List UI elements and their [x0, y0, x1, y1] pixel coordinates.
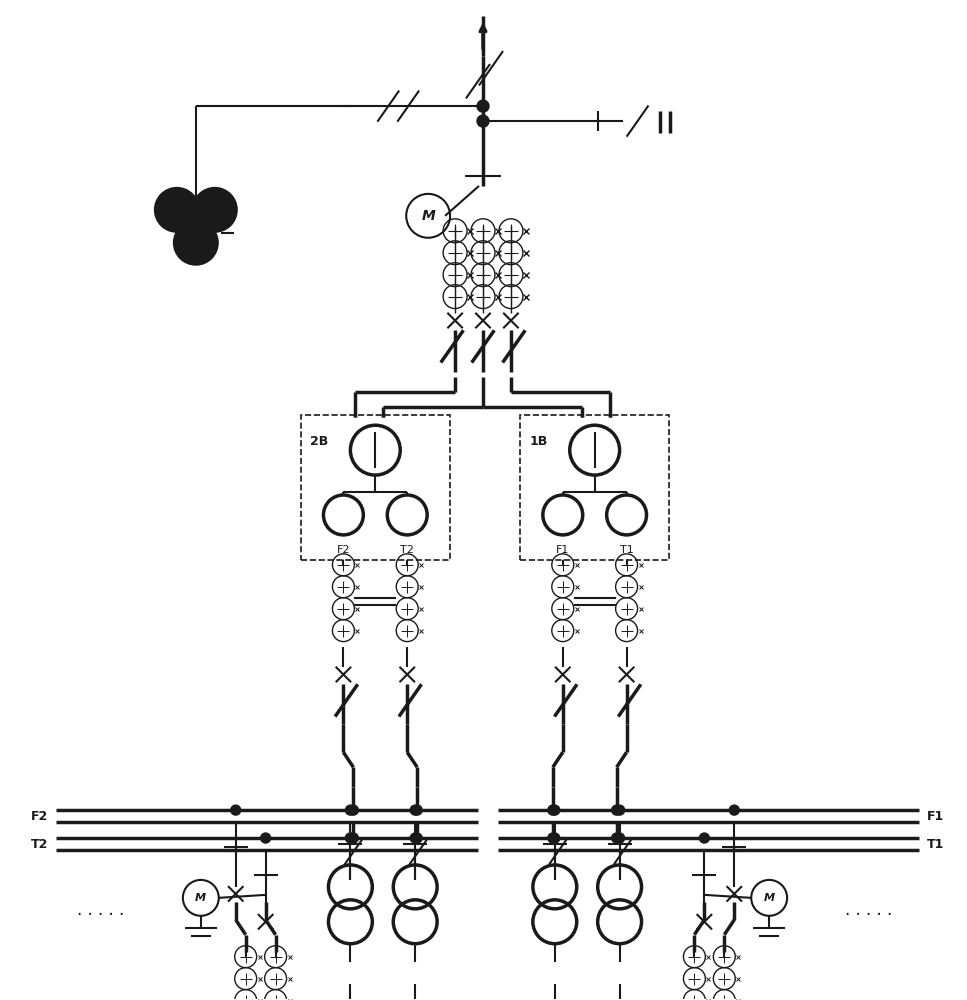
Text: F2: F2: [337, 545, 350, 555]
Circle shape: [261, 833, 271, 843]
Bar: [520, 415, 669, 560]
Circle shape: [699, 833, 710, 843]
Circle shape: [612, 805, 622, 815]
Circle shape: [612, 833, 622, 843]
Text: Y: Y: [174, 205, 179, 214]
Circle shape: [550, 833, 560, 843]
Text: M: M: [422, 209, 435, 223]
Text: F1: F1: [926, 810, 944, 823]
Text: 2B: 2B: [310, 435, 329, 448]
Text: · · · · ·: · · · · ·: [845, 906, 893, 924]
Text: M: M: [764, 893, 775, 903]
Circle shape: [410, 805, 421, 815]
Circle shape: [410, 833, 421, 843]
Circle shape: [231, 805, 241, 815]
Circle shape: [155, 188, 199, 232]
Circle shape: [477, 115, 489, 127]
Text: · · · · ·: · · · · ·: [77, 906, 125, 924]
Bar: [301, 415, 450, 560]
Text: T2: T2: [400, 545, 414, 555]
Circle shape: [348, 805, 359, 815]
Circle shape: [192, 188, 237, 232]
Text: F1: F1: [556, 545, 570, 555]
Text: T1: T1: [620, 545, 633, 555]
Text: Y: Y: [213, 205, 218, 214]
Text: M: M: [195, 893, 206, 903]
Text: T2: T2: [31, 838, 48, 851]
Circle shape: [174, 221, 218, 265]
Circle shape: [348, 833, 359, 843]
Circle shape: [548, 805, 558, 815]
Circle shape: [548, 833, 558, 843]
Text: 1B: 1B: [530, 435, 548, 448]
Text: F2: F2: [31, 810, 48, 823]
Circle shape: [615, 833, 625, 843]
Circle shape: [550, 805, 560, 815]
Circle shape: [345, 805, 355, 815]
Circle shape: [615, 805, 625, 815]
Circle shape: [412, 805, 423, 815]
Text: Y: Y: [193, 238, 198, 247]
Circle shape: [729, 805, 739, 815]
Circle shape: [477, 100, 489, 112]
Circle shape: [412, 833, 423, 843]
Circle shape: [345, 833, 355, 843]
Text: T1: T1: [926, 838, 944, 851]
